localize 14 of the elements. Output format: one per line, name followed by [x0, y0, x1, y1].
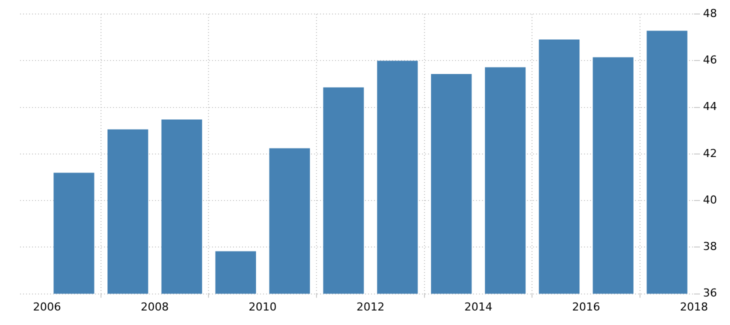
y-tick-label: 46 [703, 53, 718, 66]
x-tick-label: 2018 [680, 300, 708, 314]
x-tick-label: 2012 [356, 300, 384, 314]
y-tick-label: 42 [703, 146, 718, 160]
x-tick-label: 2010 [248, 300, 277, 314]
y-tick-label: 38 [703, 240, 718, 254]
y-tick-label: 48 [703, 6, 718, 20]
x-tick-label: 2006 [32, 300, 61, 314]
y-tick-label: 44 [703, 100, 718, 114]
x-tick-label: 2014 [464, 300, 492, 314]
y-tick-label: 36 [703, 286, 718, 300]
x-tick-label: 2016 [572, 300, 600, 314]
y-tick-label: 40 [703, 193, 718, 206]
x-tick-label: 2008 [140, 300, 169, 314]
